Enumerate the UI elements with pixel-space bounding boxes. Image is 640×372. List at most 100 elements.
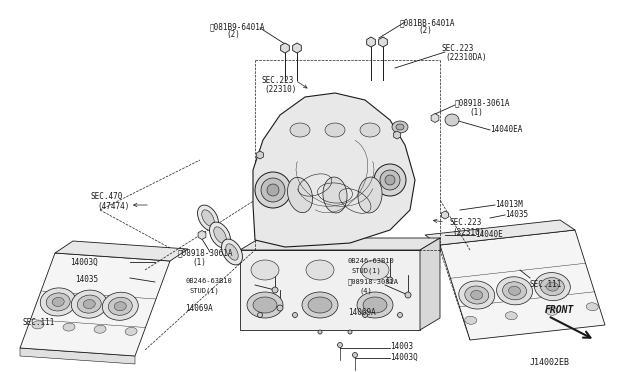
Polygon shape xyxy=(55,241,188,261)
Text: 14069A: 14069A xyxy=(348,308,376,317)
Polygon shape xyxy=(292,43,301,53)
Ellipse shape xyxy=(287,177,312,213)
Ellipse shape xyxy=(502,282,527,300)
Circle shape xyxy=(387,277,393,283)
Ellipse shape xyxy=(77,295,101,313)
Ellipse shape xyxy=(102,292,138,320)
Circle shape xyxy=(200,232,205,237)
Text: (22310): (22310) xyxy=(452,228,484,237)
Circle shape xyxy=(397,312,403,317)
Circle shape xyxy=(380,170,400,190)
Ellipse shape xyxy=(471,291,483,299)
Text: FRONT: FRONT xyxy=(545,305,574,315)
Circle shape xyxy=(368,39,374,45)
Circle shape xyxy=(255,172,291,208)
Text: 0B246-63B10: 0B246-63B10 xyxy=(348,258,395,264)
Ellipse shape xyxy=(465,316,477,324)
Polygon shape xyxy=(257,151,264,159)
Text: SEC.111: SEC.111 xyxy=(530,280,563,289)
Ellipse shape xyxy=(63,323,75,331)
Ellipse shape xyxy=(540,278,564,296)
Circle shape xyxy=(405,292,411,298)
Ellipse shape xyxy=(52,298,64,307)
Polygon shape xyxy=(420,238,440,330)
Circle shape xyxy=(258,153,262,157)
Circle shape xyxy=(257,312,262,317)
Polygon shape xyxy=(20,253,170,356)
Ellipse shape xyxy=(509,286,520,295)
Text: ⓘ08918-3061A: ⓘ08918-3061A xyxy=(178,248,234,257)
Circle shape xyxy=(294,45,300,51)
Polygon shape xyxy=(253,93,415,247)
Text: (4): (4) xyxy=(360,288,372,295)
Polygon shape xyxy=(367,37,375,47)
Ellipse shape xyxy=(546,307,557,315)
Circle shape xyxy=(433,116,438,121)
Ellipse shape xyxy=(396,124,404,130)
Polygon shape xyxy=(198,231,206,240)
Ellipse shape xyxy=(251,260,279,280)
Polygon shape xyxy=(281,43,289,53)
Ellipse shape xyxy=(323,177,347,213)
Ellipse shape xyxy=(505,312,517,320)
Text: 14013M: 14013M xyxy=(495,200,523,209)
Text: (22310): (22310) xyxy=(264,85,296,94)
Ellipse shape xyxy=(308,297,332,313)
Ellipse shape xyxy=(392,121,408,133)
Circle shape xyxy=(374,164,406,196)
Ellipse shape xyxy=(108,297,132,315)
Text: (1): (1) xyxy=(469,108,483,117)
Polygon shape xyxy=(394,131,401,139)
Ellipse shape xyxy=(125,327,137,336)
Text: (47474): (47474) xyxy=(97,202,129,211)
Ellipse shape xyxy=(40,288,76,316)
Circle shape xyxy=(277,305,283,311)
Circle shape xyxy=(261,178,285,202)
Text: SEC.223: SEC.223 xyxy=(442,44,474,53)
Ellipse shape xyxy=(32,321,44,329)
Ellipse shape xyxy=(290,123,310,137)
Ellipse shape xyxy=(325,123,345,137)
Text: (2): (2) xyxy=(226,30,240,39)
Polygon shape xyxy=(442,211,449,219)
Text: 14003: 14003 xyxy=(390,342,413,351)
Ellipse shape xyxy=(46,293,70,311)
Text: 14035: 14035 xyxy=(75,275,98,284)
Text: (2): (2) xyxy=(418,26,432,35)
Ellipse shape xyxy=(534,273,570,301)
Text: ⓘ08918-3061A: ⓘ08918-3061A xyxy=(455,98,511,107)
Ellipse shape xyxy=(209,222,230,248)
Text: SEC.470: SEC.470 xyxy=(90,192,122,201)
Circle shape xyxy=(282,45,288,51)
Text: ⓘ081B9-6401A: ⓘ081B9-6401A xyxy=(210,22,266,31)
Polygon shape xyxy=(240,238,440,250)
Circle shape xyxy=(395,133,399,137)
Ellipse shape xyxy=(357,292,393,318)
Ellipse shape xyxy=(360,123,380,137)
Text: 14003Q: 14003Q xyxy=(70,258,98,267)
Text: SEC.223: SEC.223 xyxy=(450,218,483,227)
Polygon shape xyxy=(431,113,439,122)
Ellipse shape xyxy=(94,325,106,333)
Text: 14040EA: 14040EA xyxy=(490,125,522,134)
Polygon shape xyxy=(425,220,575,245)
Polygon shape xyxy=(240,250,420,330)
Text: 14040E: 14040E xyxy=(475,230,503,239)
Circle shape xyxy=(433,115,438,121)
Circle shape xyxy=(200,232,204,237)
Ellipse shape xyxy=(115,302,126,311)
Text: (22310DA): (22310DA) xyxy=(445,53,486,62)
Circle shape xyxy=(318,330,322,334)
Ellipse shape xyxy=(214,227,227,243)
Text: STUD(1): STUD(1) xyxy=(190,288,220,295)
Text: STUD(1): STUD(1) xyxy=(352,268,381,275)
Circle shape xyxy=(292,312,298,317)
Text: SEC.111: SEC.111 xyxy=(22,318,54,327)
Text: (1): (1) xyxy=(192,258,206,267)
Ellipse shape xyxy=(363,297,387,313)
Polygon shape xyxy=(20,348,135,364)
Ellipse shape xyxy=(358,177,382,213)
Ellipse shape xyxy=(253,297,277,313)
Circle shape xyxy=(272,287,278,293)
Ellipse shape xyxy=(226,244,238,260)
